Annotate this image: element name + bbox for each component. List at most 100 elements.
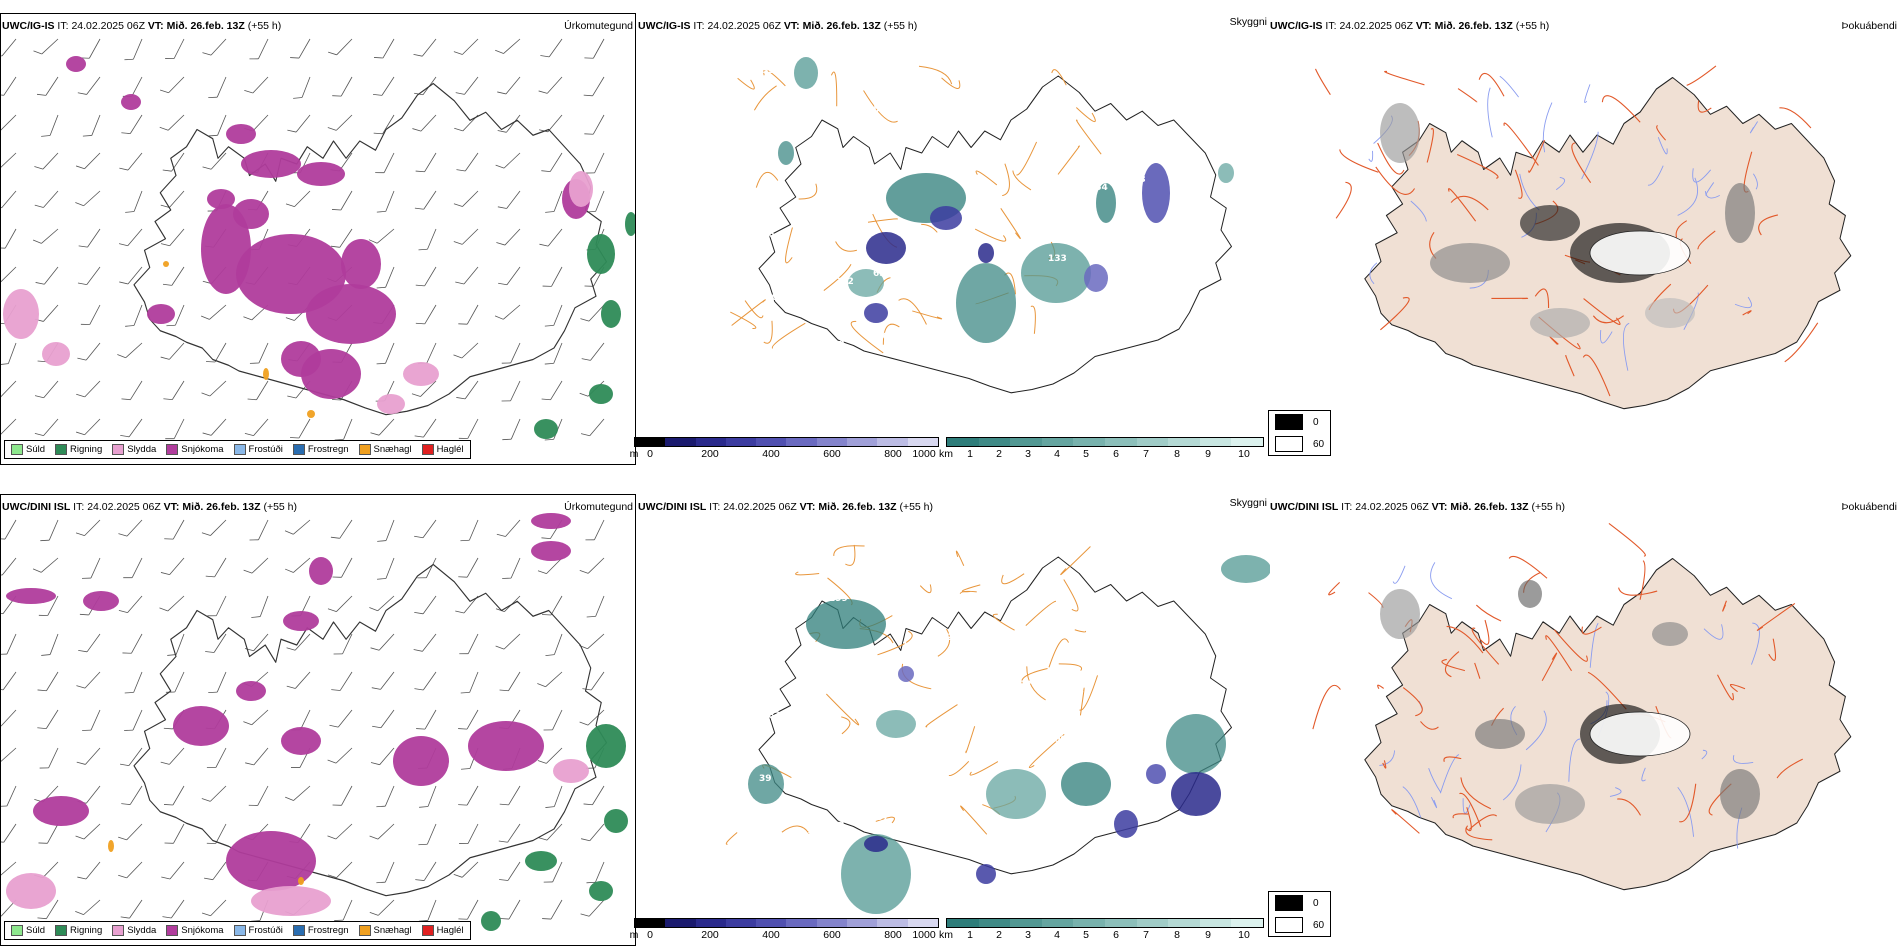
wind-barb <box>544 304 563 327</box>
wind-barb <box>37 899 59 920</box>
wind-barb <box>202 38 227 56</box>
cloud-base-value: 180 <box>1121 782 1140 792</box>
wind-barb <box>162 266 185 286</box>
legend-swatch <box>112 444 125 455</box>
fog-key-white-label: 60 <box>1313 919 1325 931</box>
wind-barb <box>460 671 479 694</box>
cloud-base-value: 183 <box>1127 175 1146 185</box>
vis-tick: 3 <box>1025 448 1031 460</box>
precip-area <box>163 261 169 267</box>
wind-barb <box>502 557 521 579</box>
vis-tick: 7 <box>1143 448 1149 460</box>
cloud-base-value: 860 <box>1089 664 1108 674</box>
wind-barb <box>416 709 437 730</box>
wind-barb <box>455 266 479 285</box>
visibility-area <box>748 764 784 804</box>
visibility-area <box>986 769 1046 819</box>
fog-area <box>1645 298 1695 328</box>
cloud-base-value: 397 <box>978 144 997 154</box>
cloud-tick: 0 <box>647 448 653 460</box>
vis-tick: 7 <box>1143 929 1149 941</box>
cloud-base-value: 280 <box>975 688 994 698</box>
visibility-area <box>1218 163 1234 183</box>
precip-area <box>377 394 405 414</box>
cloud-base-value: 107 <box>797 766 816 776</box>
fog-area <box>1720 769 1760 819</box>
cloud-base-value: 12 <box>902 160 915 170</box>
wind-barb <box>40 519 59 542</box>
wind-barb <box>545 785 563 808</box>
legend-item: Snjókoma <box>166 444 224 455</box>
cloud-colorbar-bin <box>695 919 726 927</box>
cloud-base-value: 48 <box>1124 719 1137 729</box>
cloud-colorbar-bin <box>695 438 726 446</box>
precip-area <box>553 759 589 783</box>
wind-barb <box>163 380 185 401</box>
wind-barb <box>586 861 605 884</box>
wind-barb <box>376 342 395 365</box>
legend-item: Haglél <box>421 444 464 455</box>
wind-barb <box>32 557 59 573</box>
precip-area <box>625 212 635 236</box>
wind-barb <box>245 747 269 766</box>
wind-barb <box>414 190 437 210</box>
legend-swatch <box>358 925 371 936</box>
wind-barb <box>118 228 143 247</box>
cloud-base-value: 300 <box>759 293 778 303</box>
wind-barb <box>82 114 101 137</box>
wind-barb <box>1 266 17 283</box>
it-label: IT: <box>57 20 69 32</box>
wind-barb <box>160 342 185 360</box>
wind-barb <box>205 557 227 578</box>
fog-map-panel-1 <box>1270 13 1900 465</box>
cloud-colorbar-swatches <box>634 437 939 447</box>
cloud-tick: 600 <box>823 929 841 941</box>
legend-swatch <box>11 925 23 936</box>
wind-barb <box>376 557 395 580</box>
visibility-area <box>956 263 1016 343</box>
legend-swatch <box>421 444 434 455</box>
visibility-area <box>848 269 884 297</box>
cloud-base-value: 154 <box>1089 183 1108 193</box>
precip-area <box>233 199 269 229</box>
cloud-base-value: 133 <box>1048 254 1067 264</box>
wind-barb <box>208 114 227 137</box>
cloud-map-2: 103 299 132 280 109 180 213 20 120 172 286 39 23 287 6… <box>725 544 1270 914</box>
legend-label: Snjókoma <box>181 444 224 455</box>
wind-barb <box>460 519 479 542</box>
fog-key-black-swatch <box>1275 895 1303 911</box>
visibility-area <box>806 599 886 649</box>
vis-colorbar-bin <box>1073 438 1105 446</box>
cloud-base-value: 350 <box>835 758 854 768</box>
legend-item: Frostregn <box>292 444 349 455</box>
wind-barb <box>124 38 143 61</box>
legend-swatch <box>233 925 246 936</box>
wind-barb <box>456 380 479 400</box>
vis-unit: km <box>939 448 953 460</box>
wind-barb <box>205 633 227 653</box>
cloud-colorbar-bin <box>847 438 878 446</box>
vis-colorbar-bin <box>1104 438 1137 446</box>
wind-barb <box>369 823 395 840</box>
wind-barb <box>458 899 479 920</box>
legend-label: Súld <box>26 925 46 936</box>
vis-colorbar-swatches <box>946 918 1264 928</box>
vis-tick: 8 <box>1174 929 1180 941</box>
cloud-base-value: 299 <box>829 594 848 604</box>
wind-barb <box>285 190 311 207</box>
vis-tick: 9 <box>1205 929 1211 941</box>
wind-barb <box>580 899 605 917</box>
precip-area <box>83 591 119 611</box>
wind-barb <box>1 342 17 365</box>
legend-label: Rigning <box>70 444 103 455</box>
wind-barb <box>372 709 395 729</box>
wind-barb <box>117 342 143 359</box>
wind-barb <box>458 557 479 578</box>
wind-barb <box>458 418 479 439</box>
cloud-colorbar-bin <box>756 919 787 927</box>
wind-barb <box>32 228 59 244</box>
fog-map-2 <box>1312 522 1852 891</box>
fog-area <box>1520 205 1580 241</box>
vis-colorbar-bin <box>1168 438 1200 446</box>
vis-colorbar-bin <box>1041 919 1074 927</box>
